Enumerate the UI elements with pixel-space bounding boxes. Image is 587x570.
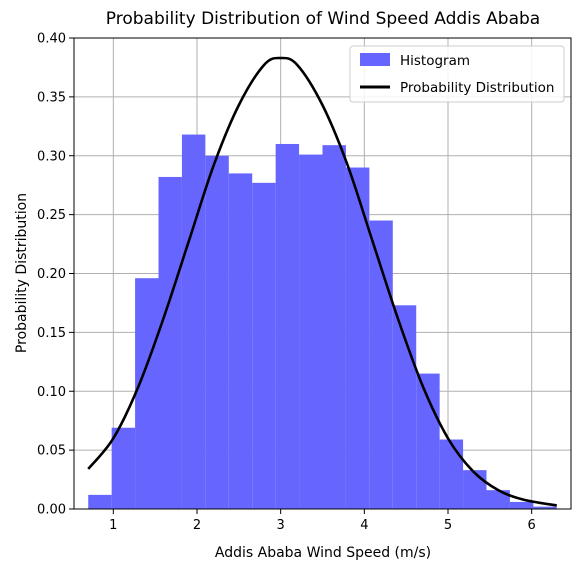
y-tick-label: 0.20 xyxy=(37,267,66,282)
histogram-bar xyxy=(252,182,276,509)
histogram-bar xyxy=(135,278,159,509)
chart-title: Probability Distribution of Wind Speed A… xyxy=(106,9,540,29)
histogram-bar xyxy=(111,427,136,509)
legend-distribution-label: Probability Distribution xyxy=(400,80,554,96)
histogram-bar xyxy=(322,145,346,509)
legend-box xyxy=(349,45,565,103)
y-tick-label: 0.35 xyxy=(37,90,66,105)
histogram-bar xyxy=(416,373,440,509)
histogram-bar xyxy=(345,167,370,509)
histogram-bar xyxy=(533,506,557,509)
histogram-bar xyxy=(181,134,206,509)
histogram-bar xyxy=(275,143,300,509)
histogram-bar xyxy=(369,220,393,509)
histogram-bar xyxy=(228,173,253,509)
histogram-bar xyxy=(88,494,112,509)
histogram-bar xyxy=(463,470,487,509)
x-tick-label: 2 xyxy=(193,518,201,533)
legend-histogram-swatch xyxy=(360,53,390,66)
distribution-curve xyxy=(87,56,558,507)
y-tick-label: 0.05 xyxy=(37,444,66,459)
histogram-bar xyxy=(486,490,510,509)
y-tick-label: 0.30 xyxy=(37,149,66,164)
x-tick-label: 3 xyxy=(277,518,285,533)
legend-histogram-label: Histogram xyxy=(400,53,470,69)
y-tick-label: 0.15 xyxy=(37,326,66,341)
x-tick-label: 1 xyxy=(109,518,117,533)
y-tick-label: 0.40 xyxy=(37,32,66,47)
axis-ticks: 1 2 3 4 5 6 0.00 0.05 0.10 0.15 0.20 0.25 0.30 0.35 0.… xyxy=(37,32,536,534)
legend: Histogram Probability Distribution xyxy=(349,45,565,103)
x-tick-label: 6 xyxy=(528,518,536,533)
histogram-bar xyxy=(509,501,534,509)
histogram-bar xyxy=(299,154,323,509)
histogram-bar xyxy=(205,155,229,509)
histogram-bar xyxy=(158,176,182,509)
histogram-bars xyxy=(88,134,557,509)
histogram-bar xyxy=(439,439,464,509)
y-tick-label: 0.10 xyxy=(37,385,66,400)
y-tick-label: 0.25 xyxy=(37,208,66,223)
x-axis-label: Addis Ababa Wind Speed (m/s) xyxy=(215,545,431,561)
y-axis-label: Probability Distribution xyxy=(14,193,30,353)
x-tick-label: 5 xyxy=(444,518,452,533)
y-tick-label: 0.00 xyxy=(37,503,66,518)
x-tick-label: 4 xyxy=(360,518,368,533)
distribution-curve-group xyxy=(87,56,558,507)
